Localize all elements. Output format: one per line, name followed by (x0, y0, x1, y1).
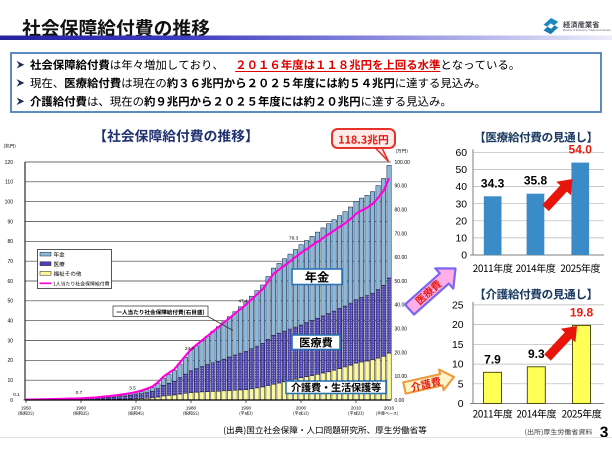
svg-text:0: 0 (458, 399, 464, 410)
svg-text:5: 5 (458, 379, 464, 390)
svg-text:0: 0 (10, 398, 13, 404)
svg-text:1980: 1980 (186, 406, 197, 411)
svg-text:100: 100 (5, 200, 14, 206)
svg-text:60: 60 (455, 148, 467, 159)
svg-text:1990: 1990 (241, 406, 252, 411)
svg-text:20: 20 (7, 358, 13, 364)
svg-text:10: 10 (455, 233, 467, 244)
svg-text:40.00: 40.00 (395, 303, 408, 309)
svg-text:2010: 2010 (351, 406, 362, 411)
svg-text:78.3: 78.3 (289, 236, 299, 242)
svg-text:30: 30 (7, 338, 13, 344)
svg-text:47.4: 47.4 (238, 299, 248, 305)
svg-text:60: 60 (7, 279, 13, 285)
svg-text:0.7: 0.7 (76, 390, 83, 396)
svg-text:Ministry of Economy, Trade and: Ministry of Economy, Trade and Industry (563, 28, 612, 32)
svg-text:10: 10 (452, 360, 464, 371)
svg-text:80: 80 (7, 239, 13, 245)
svg-text:35.8: 35.8 (524, 174, 548, 188)
svg-text:0.00: 0.00 (395, 398, 405, 404)
svg-text:19.8: 19.8 (570, 305, 594, 319)
svg-text:40: 40 (7, 319, 13, 325)
svg-text:90: 90 (7, 219, 13, 225)
svg-text:100.00: 100.00 (395, 160, 411, 166)
svg-text:0.1: 0.1 (13, 392, 20, 398)
svg-text:10.00: 10.00 (395, 374, 408, 380)
svg-text:1960: 1960 (76, 406, 87, 411)
svg-text:50.00: 50.00 (395, 279, 408, 285)
svg-text:20.00: 20.00 (395, 350, 408, 356)
svg-text:1970: 1970 (131, 406, 142, 411)
svg-text:24.8: 24.8 (185, 346, 195, 352)
svg-text:120: 120 (5, 160, 14, 166)
svg-text:2016: 2016 (384, 406, 395, 411)
svg-text:60.00: 60.00 (395, 255, 408, 261)
svg-text:3: 3 (600, 425, 609, 442)
svg-text:0: 0 (461, 251, 467, 262)
svg-text:110: 110 (5, 180, 13, 186)
svg-text:70.00: 70.00 (395, 231, 408, 237)
svg-text:25: 25 (452, 301, 464, 312)
svg-text:30: 30 (455, 199, 467, 210)
svg-text:70: 70 (7, 259, 13, 265)
svg-text:2000: 2000 (296, 406, 307, 411)
svg-text:34.3: 34.3 (481, 176, 505, 190)
svg-text:90.00: 90.00 (395, 184, 408, 190)
svg-text:9.3: 9.3 (528, 347, 545, 361)
svg-text:20: 20 (455, 216, 467, 227)
svg-text:50: 50 (455, 165, 467, 176)
svg-text:15: 15 (452, 340, 464, 351)
svg-text:3.5: 3.5 (129, 386, 136, 392)
svg-text:1950: 1950 (21, 406, 32, 411)
svg-text:40: 40 (455, 182, 467, 193)
svg-text:20: 20 (452, 320, 464, 331)
svg-text:30.00: 30.00 (395, 327, 408, 333)
svg-text:80.00: 80.00 (395, 208, 408, 214)
svg-text:10: 10 (7, 378, 13, 384)
svg-text:50: 50 (7, 299, 13, 305)
svg-text:7.9: 7.9 (484, 352, 501, 366)
svg-text:54.0: 54.0 (569, 143, 593, 157)
